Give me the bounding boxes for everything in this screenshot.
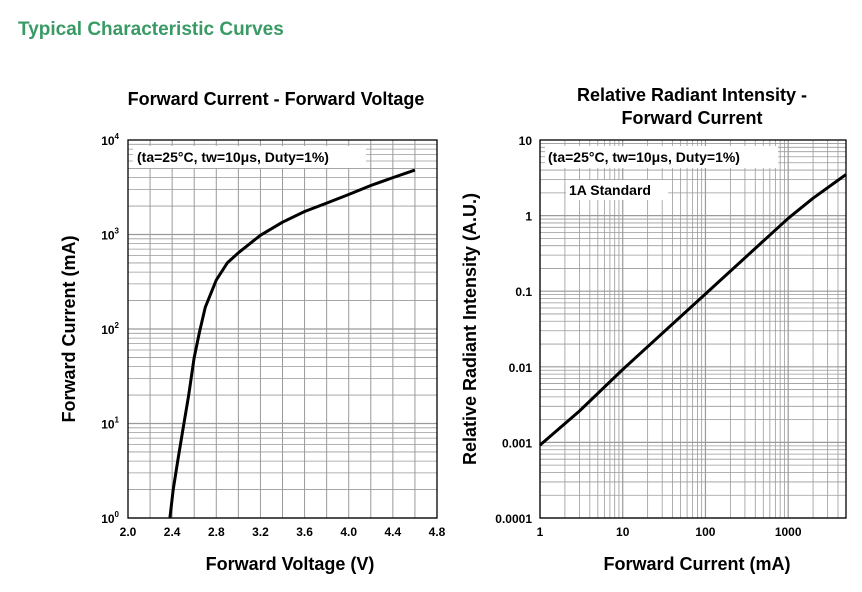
chart1-x-tick-label: 2.8 [208,525,225,539]
chart1-x-tick-label: 4.8 [429,525,446,539]
chart2-annotation2-bg [566,180,668,200]
chart1-y-tick-label: 104 [101,132,119,148]
chart1-x-tick-label: 3.2 [252,525,269,539]
chart1-title: Forward Current - Forward Voltage [128,89,425,109]
chart2-y-ticks: 0.0001 0.001 0.01 0.1 1 10 [495,134,532,526]
chart2-x-axis-label: Forward Current (mA) [603,554,790,574]
chart2-grid [539,140,847,519]
chart2-x-tick-label: 1 [537,525,544,539]
chart1-annotation-bg [133,146,366,168]
chart2-y-tick-label: 0.01 [509,361,533,375]
chart2-x-tick-label: 100 [695,525,715,539]
chart2-title: Relative Radiant Intensity -Forward Curr… [577,85,807,128]
chart1-annotation: (ta=25°C, tw=10μs, Duty=1%) [137,149,329,165]
chart1-x-tick-label: 4.0 [340,525,357,539]
chart1-x-tick-label: 3.6 [296,525,313,539]
chart1-y-tick-label: 100 [101,510,119,526]
chart1-y-tick-label: 102 [101,321,119,337]
chart2-y-tick-label: 0.0001 [495,512,532,526]
chart1-y-tick-label: 101 [101,416,119,432]
chart2-y-tick-label: 10 [519,134,533,148]
chart-forward-current-voltage: Forward Current - Forward Voltage 2.0 2.4… [59,89,446,574]
chart1-y-ticks: 100 101 102 103 104 [101,132,119,526]
chart2-annotation: (ta=25°C, tw=10μs, Duty=1%) [548,149,740,165]
chart2-y-tick-label: 0.1 [515,285,532,299]
chart1-x-tick-label: 2.4 [164,525,181,539]
chart1-grid [127,140,438,519]
chart1-y-tick-label: 103 [101,227,119,243]
chart1-y-axis-label: Forward Current (mA) [59,235,79,422]
chart2-annotation-standard: 1A Standard [569,182,651,198]
chart2-y-axis-label: Relative Radiant Intensity (A.U.) [460,193,480,465]
chart1-x-axis-label: Forward Voltage (V) [206,554,375,574]
chart1-series-line [168,168,416,519]
chart2-annotation-bg [545,146,778,168]
chart1-x-tick-label: 2.0 [120,525,137,539]
chart-relative-intensity-current: Relative Radiant Intensity -Forward Curr… [460,85,847,574]
chart2-y-tick-label: 1 [525,210,532,224]
chart2-plot-frame [539,139,847,519]
chart1-plot-frame [127,139,438,519]
chart1-x-tick-label: 4.4 [385,525,402,539]
chart2-x-tick-label: 1000 [775,525,802,539]
chart2-series-line [539,173,847,447]
chart2-y-tick-label: 0.001 [502,436,532,450]
chart2-x-ticks: 1 10 100 1000 [537,525,802,539]
page-heading: Typical Characteristic Curves [18,19,284,40]
chart1-x-ticks: 2.0 2.4 2.8 3.2 3.6 4.0 4.4 4.8 [120,525,446,539]
chart2-x-tick-label: 10 [616,525,630,539]
